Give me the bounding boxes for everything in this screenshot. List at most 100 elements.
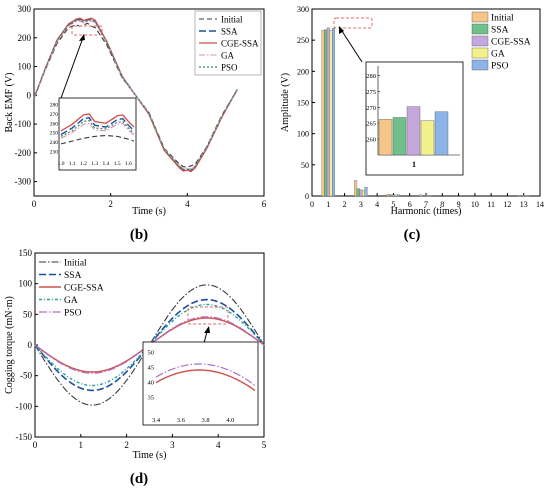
legend-swatch-ga [471,47,489,59]
x-tick-label: 14 [536,200,544,209]
inset-x-tick-label: 1.4 [102,161,109,167]
x-tick-label: 0 [310,200,314,209]
inset-x-tick-label: 3.6 [177,417,186,424]
x-tick-label: 1 [79,440,84,450]
y-tick-label: 150 [297,99,309,108]
panel-c-label: (c) [404,227,421,243]
y-tick-label: -200 [15,148,32,158]
zoom-highlight-box [71,25,103,36]
y-tick-label: 50 [301,161,309,170]
inset-y-tick-label: 270 [50,112,59,118]
y-axis-label: Amplitude (V) [280,73,291,132]
y-axis-label: Cogging torque (mN·m) [4,296,15,394]
legend: Initial SSA CGE-SSA GA PSO [39,259,104,319]
bar-initial-h7 [419,194,423,197]
bar-cge-ssa-h1 [326,27,330,197]
legend-swatch-pso [471,59,489,71]
x-axis-label: Time (s) [133,450,167,461]
bar-ga-h5 [394,194,398,197]
zoom-arrow [339,27,363,63]
panel-d-label: (d) [130,471,148,487]
bar-cge-ssa-h5 [391,194,395,197]
plot-frame [33,8,265,197]
inset-y-tick-label: 250 [50,131,59,137]
legend-label-cge-ssa: CGE-SSA [491,38,531,48]
x-tick-label: 2 [108,199,113,209]
inset-y-tick-label: 280 [366,73,376,80]
inset-x-tick-label: 1.0 [58,161,65,167]
inset-x-tick-label: 1.5 [114,161,121,167]
x-tick-label: 6 [408,200,412,209]
inset-series-line-pso [60,119,135,137]
legend-label-ssa: SSA [491,26,509,36]
zoom-arrowhead [204,326,210,333]
series-line-pso [33,18,238,171]
inset-y-tick-label: 265 [366,121,376,128]
panel-c-harmonic-amplitude-chart: 0 1 2 3 4 5 6 7 8 9 10 11 12 13 14050100150200250300Ha… [280,5,544,217]
y-tick-label: 0 [305,192,309,201]
x-tick-label: 6 [262,199,267,209]
bar-ssa-h7 [421,195,425,197]
y-tick-label: 100 [297,130,309,139]
y-tick-label: 300 [18,4,32,14]
x-tick-label: 0 [32,199,37,209]
legend-swatch-cge-ssa [471,35,489,47]
inset-bar-ssa [392,117,407,156]
x-axis-label: Time (s) [132,206,166,217]
bar-cge-ssa-h3 [359,189,363,197]
bar-initial-h13 [517,195,520,197]
inset-frame [58,97,137,171]
y-tick-label: 0 [27,90,32,100]
y-tick-label: -150 [16,432,33,442]
x-tick-label: 10 [471,200,479,209]
bar-ssa-h13 [519,195,523,197]
inset-bar-cge-ssa [406,106,421,156]
bar-initial-h5 [386,193,390,197]
inset-bar-pso [434,111,449,156]
bar-ga-h13 [524,195,528,197]
zoom-highlight-box [333,17,373,29]
bar-initial-h1 [321,30,325,197]
legend-label-ssa: SSA [64,271,82,281]
zoom-arrowhead [339,26,344,34]
legend-label-ssa: SSA [221,27,238,37]
inset-y-tick-label: 240 [50,140,59,146]
panel-b-back-emf-chart: 0 2 4 6 -300 -200 -100 0 100 200 300 Time (s) Back E… [4,4,267,217]
x-tick-label: 7 [424,200,428,209]
bar-cge-ssa-h7 [424,195,428,197]
inset-y-tick-label: 230 [50,149,59,155]
legend-label-initial: Initial [221,15,243,25]
inset-x-tick-label: 1.6 [125,161,132,167]
legend-label-pso: PSO [221,63,238,73]
inset-y-tick-label: 270 [366,105,376,112]
bar-pso-h1 [332,28,335,197]
inset-series-line-pso [155,363,256,386]
legend-label-ga: GA [491,50,505,60]
inset-series-line-cge-ssa [155,369,256,392]
legend: Initial SSA CGE-SSA GA PSO [471,11,531,72]
legend-label-ga: GA [64,296,78,306]
bar-pso-h7 [429,195,433,197]
y-tick-label: 200 [297,67,309,76]
series-line-pso [34,316,265,374]
bar-ga-h1 [329,30,333,197]
bar-pso-h13 [527,195,531,197]
x-tick-label: 9 [457,200,461,209]
bar-ssa-h5 [389,194,393,197]
x-tick-label: 11 [487,200,495,209]
y-tick-label: 100 [19,279,33,289]
y-tick-label: 150 [19,248,33,258]
inset-y-tick-label: 50 [148,350,155,357]
y-tick-label: 200 [18,33,32,43]
zoom-arrowhead [79,34,85,41]
panel-b-label: (b) [130,227,148,243]
y-tick-label: -100 [15,119,32,129]
inset-series-line-cge-ssa [60,113,135,132]
legend-swatch-ssa [471,23,489,35]
inset-frame [142,341,259,426]
legend-swatch-initial [471,11,489,23]
bar-initial-h3 [354,180,358,197]
zoom-arrow [60,34,85,99]
